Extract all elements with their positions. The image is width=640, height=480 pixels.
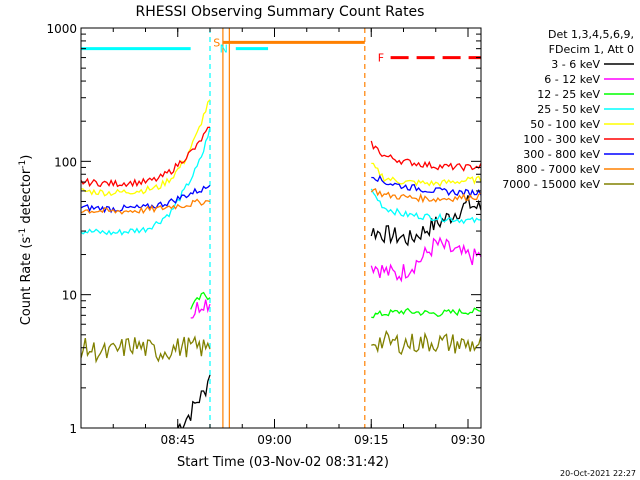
series-line	[584, 316, 610, 432]
x-tick-label: 09:30	[451, 433, 486, 447]
plot-area: S N F	[81, 28, 640, 432]
series-line	[591, 311, 623, 428]
series-line	[371, 174, 481, 198]
y-tick-label: 100	[54, 155, 77, 169]
legend: Det 1,3,4,5,6,9, FDecim 1, Att 0 3 - 6 keV…	[502, 28, 634, 191]
series-line	[370, 188, 481, 225]
data-layer: S N F	[81, 28, 640, 432]
series-line	[81, 184, 211, 214]
legend-label: 800 - 7000 keV	[516, 163, 600, 176]
y-label-part: )	[19, 155, 34, 160]
axes-layer: 1 10 100 1000 08:45 09:00 09:15 09:30	[46, 22, 485, 447]
flag-label: S	[213, 36, 220, 49]
series-line	[81, 335, 211, 364]
series-line	[584, 341, 640, 364]
series-line	[81, 126, 211, 188]
plot-frame	[80, 27, 482, 429]
series-line	[370, 188, 481, 204]
series-line	[371, 162, 481, 188]
series-line	[370, 195, 481, 247]
series-line	[591, 312, 623, 319]
series-line	[370, 140, 481, 172]
legend-label: 3 - 6 keV	[551, 58, 600, 71]
y-label-part: -1	[18, 160, 28, 169]
x-tick-label: 08:45	[160, 433, 195, 447]
legend-header: FDecim 1, Att 0	[549, 43, 634, 56]
y-tick-label: 10	[62, 289, 77, 303]
legend-label: 300 - 800 keV	[523, 148, 600, 161]
series-line	[371, 307, 481, 319]
legend-label: 6 - 12 keV	[544, 73, 600, 86]
x-tick-label: 09:15	[354, 433, 389, 447]
series-line	[81, 198, 211, 215]
legend-label: 50 - 100 keV	[530, 118, 600, 131]
y-label-part: detector	[19, 168, 34, 228]
series-line	[371, 329, 481, 356]
flag-label: N	[220, 43, 228, 56]
legend-header: Det 1,3,4,5,6,9,	[548, 28, 634, 41]
y-tick-label: 1	[69, 422, 77, 436]
x-axis-label: Start Time (03-Nov-02 08:31:42)	[177, 455, 389, 470]
flag-label: F	[378, 52, 384, 65]
legend-label: 12 - 25 keV	[537, 88, 600, 101]
y-tick-label: 1000	[46, 22, 77, 36]
legend-label: 25 - 50 keV	[537, 103, 600, 116]
legend-label: 7000 - 15000 keV	[502, 178, 600, 191]
series-line	[190, 291, 211, 310]
series-line	[190, 299, 211, 319]
footer-timestamp: 20-Oct-2021 22:27	[560, 469, 636, 478]
series-line	[81, 127, 211, 236]
x-tick-label: 09:00	[257, 433, 292, 447]
series-line	[177, 374, 211, 428]
y-label-part: Count Rate (s	[19, 237, 34, 326]
legend-label: 100 - 300 keV	[523, 133, 600, 146]
chart-title: RHESSI Observing Summary Count Rates	[136, 4, 425, 20]
y-axis-label: Count Rate (s-1 detector-1)	[18, 155, 34, 326]
y-label-part: -1	[18, 228, 28, 237]
